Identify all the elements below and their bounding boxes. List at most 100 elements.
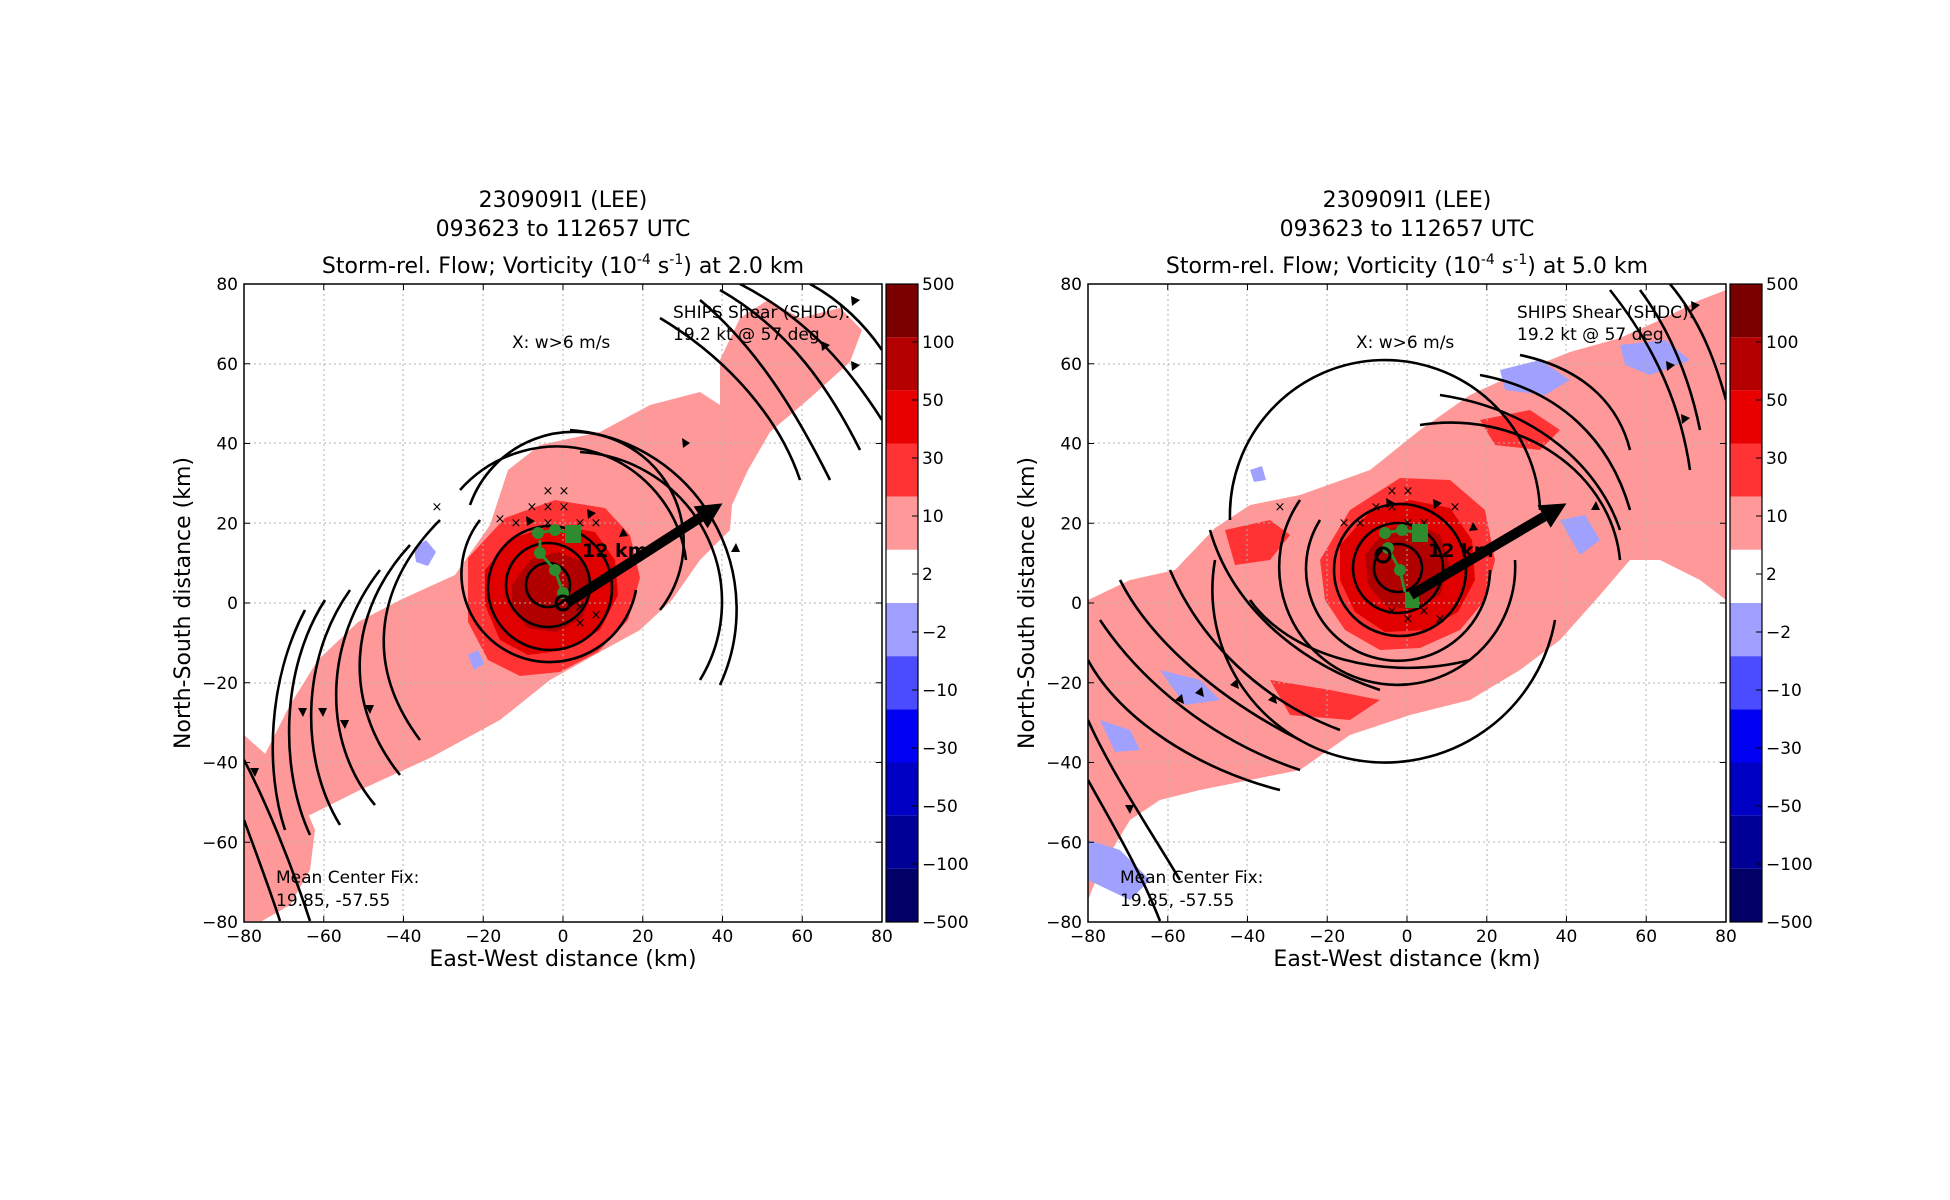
shear-text-line2: 19.2 kt @ 57 deg xyxy=(673,325,820,345)
colorbar-label: 500 xyxy=(1766,275,1798,295)
updraft-x: × xyxy=(432,500,443,515)
streamline xyxy=(1304,519,1492,663)
center-track xyxy=(1379,524,1428,608)
x-tick-label: 40 xyxy=(712,927,734,947)
center-fix-text-line2: 19.85, -57.55 xyxy=(1120,891,1234,911)
colorbar-label: −30 xyxy=(922,739,958,759)
updraft-x: × xyxy=(1403,612,1414,627)
updraft-x: × xyxy=(591,608,602,623)
shear-text-line1: SHIPS Shear (SHDC): xyxy=(1517,303,1694,323)
colorbar-label: −10 xyxy=(1766,681,1802,701)
streamline xyxy=(579,450,724,681)
streamline xyxy=(1332,502,1468,638)
updraft-x: × xyxy=(1371,500,1382,515)
arrowhead xyxy=(851,296,860,306)
updraft-x: × xyxy=(559,592,570,607)
colorbar-segment xyxy=(886,868,918,922)
tilt-label: 12 km xyxy=(582,540,648,562)
streamline xyxy=(1277,499,1517,687)
panel-5km: 230909I1 (LEE) 093623 to 112657 UTC Stor… xyxy=(1015,188,1813,972)
x-tick-label: 20 xyxy=(1476,927,1498,947)
colorbar-label: −500 xyxy=(1766,913,1813,933)
center-fix-text-line1: Mean Center Fix: xyxy=(1120,868,1263,888)
x-tick-label: −20 xyxy=(1309,927,1345,947)
grid xyxy=(1088,284,1726,922)
updraft-x: × xyxy=(1419,604,1430,619)
streamline xyxy=(1211,559,1557,764)
colorbar-segment xyxy=(1730,762,1762,816)
y-tick-label: −80 xyxy=(202,913,238,933)
colorbar-segment xyxy=(1730,709,1762,763)
updraft-x: × xyxy=(543,484,554,499)
arrowhead xyxy=(1469,522,1478,531)
arrowhead xyxy=(318,708,327,717)
y-tick-label: −60 xyxy=(202,833,238,853)
vorticity-negative-patch xyxy=(414,540,436,566)
colorbar-label: −500 xyxy=(922,913,969,933)
shear-arrow-shaft xyxy=(564,513,704,608)
panel-title-line2: 093623 to 112657 UTC xyxy=(436,217,691,242)
streamlines xyxy=(244,284,882,922)
colorbar-segment xyxy=(886,496,918,550)
colorbar-label: −2 xyxy=(922,623,947,643)
streamline xyxy=(1168,569,1341,732)
updraft-x: × xyxy=(1387,484,1398,499)
y-tick-label: 60 xyxy=(1060,355,1082,375)
updraft-x: × xyxy=(559,484,570,499)
y-tick-label: 20 xyxy=(1060,514,1082,534)
panel-title-line2: 093623 to 112657 UTC xyxy=(1280,217,1535,242)
arrowhead xyxy=(587,509,596,519)
streamline xyxy=(1608,289,1692,471)
arrowhead xyxy=(250,768,259,777)
y-tick-label: 80 xyxy=(1060,275,1082,295)
colorbar-segment xyxy=(886,709,918,763)
shear-arrow xyxy=(564,503,723,608)
colorbar-segment xyxy=(886,284,918,338)
streamline xyxy=(1088,719,1182,881)
streamline xyxy=(1118,579,1301,742)
colorbar-label: −30 xyxy=(1766,739,1802,759)
y-tick-label: −20 xyxy=(1046,674,1082,694)
arrowhead xyxy=(1591,501,1600,510)
vorticity-positive-mid xyxy=(1480,410,1560,450)
updraft-x: × xyxy=(495,512,506,527)
arrowhead xyxy=(1268,694,1277,704)
colorbar-segment xyxy=(886,443,918,497)
y-axis-ticks: −80 −60 −40 −20 0 20 40 60 80 xyxy=(1046,275,1726,933)
streamline xyxy=(1228,358,1542,521)
updraft-x: × xyxy=(575,516,586,531)
streamline xyxy=(1098,619,1301,772)
colorbar-segment xyxy=(886,815,918,869)
y-axis-label: North-South distance (km) xyxy=(171,457,196,749)
arrowhead xyxy=(1195,687,1204,697)
streamline xyxy=(809,284,882,351)
shear-arrow-head xyxy=(693,503,723,529)
streamlines xyxy=(1088,284,1726,922)
updraft-x: × xyxy=(1275,500,1286,515)
colorbar-segment xyxy=(1730,390,1762,444)
streamline xyxy=(1088,659,1281,792)
arrowhead xyxy=(851,361,860,371)
arrowhead xyxy=(298,708,307,717)
arrowhead xyxy=(365,705,374,714)
vorticity-negative-patch xyxy=(1100,720,1140,752)
streamline xyxy=(719,288,862,451)
streamline xyxy=(460,519,638,664)
arrowhead xyxy=(731,543,740,552)
x-tick-label: −60 xyxy=(306,927,342,947)
colorbar-label: 100 xyxy=(1766,333,1798,353)
updraft-x: × xyxy=(1339,516,1350,531)
colorbar-frame xyxy=(1729,283,1763,923)
streamline xyxy=(1248,599,1471,670)
updraft-x: × xyxy=(511,516,522,531)
arrowhead xyxy=(1433,499,1442,509)
panel-title-line1: 230909I1 (LEE) xyxy=(479,188,648,213)
updraft-x: × xyxy=(1355,516,1366,531)
grid xyxy=(244,284,882,922)
colorbar-segment xyxy=(1730,603,1762,657)
colorbar-segment xyxy=(1730,284,1762,338)
vorticity-negative-patch xyxy=(1160,670,1220,705)
updraft-x: × xyxy=(1403,484,1414,499)
colorbar-label: −50 xyxy=(1766,797,1802,817)
vorticity-positive-mid xyxy=(1225,520,1290,565)
